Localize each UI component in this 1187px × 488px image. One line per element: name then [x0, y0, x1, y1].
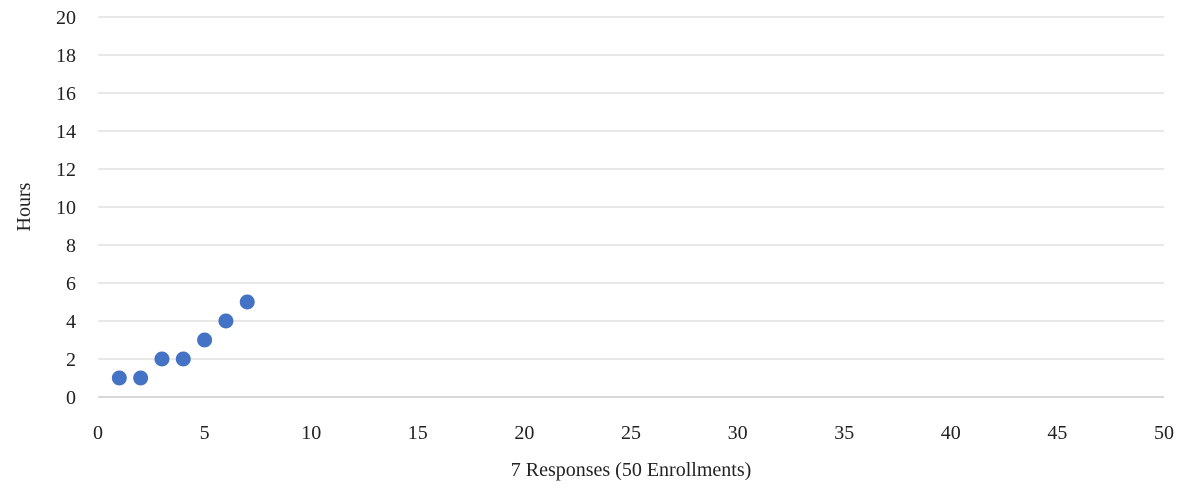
x-tick-label: 30	[728, 422, 748, 444]
x-axis-title: 7 Responses (50 Enrollments)	[511, 459, 752, 481]
data-point	[154, 351, 170, 367]
y-tick-labels: 0 2 4 6 8 10 12 14 16 18 20	[56, 7, 76, 409]
data-point	[175, 351, 191, 367]
x-tick-label: 25	[621, 422, 641, 444]
y-tick-label: 14	[56, 121, 76, 143]
y-tick-label: 8	[66, 235, 76, 257]
y-tick-label: 18	[56, 45, 76, 67]
y-tick-label: 4	[66, 311, 76, 333]
x-tick-label: 5	[200, 422, 210, 444]
y-axis-title: Hours	[13, 182, 35, 231]
x-tick-label: 0	[93, 422, 103, 444]
y-tick-label: 10	[56, 197, 76, 219]
data-points	[111, 294, 255, 386]
data-point	[218, 313, 234, 329]
x-tick-label: 35	[834, 422, 854, 444]
data-point	[111, 370, 127, 386]
y-tick-label: 2	[66, 349, 76, 371]
x-tick-label: 40	[941, 422, 961, 444]
data-point	[239, 294, 255, 310]
x-tick-label: 20	[514, 422, 534, 444]
y-tick-label: 16	[56, 83, 76, 105]
grid-layer	[98, 16, 1164, 360]
data-point	[133, 370, 149, 386]
x-tick-labels: 0 5 10 15 20 25 30 35 40 45 50	[93, 422, 1174, 444]
y-tick-label: 0	[66, 387, 76, 409]
x-tick-label: 15	[408, 422, 428, 444]
x-tick-label: 10	[301, 422, 321, 444]
y-tick-label: 6	[66, 273, 76, 295]
y-tick-label: 20	[56, 7, 76, 29]
data-point	[197, 332, 213, 348]
x-tick-label: 50	[1154, 422, 1174, 444]
x-tick-label: 45	[1047, 422, 1067, 444]
y-tick-label: 12	[56, 159, 76, 181]
